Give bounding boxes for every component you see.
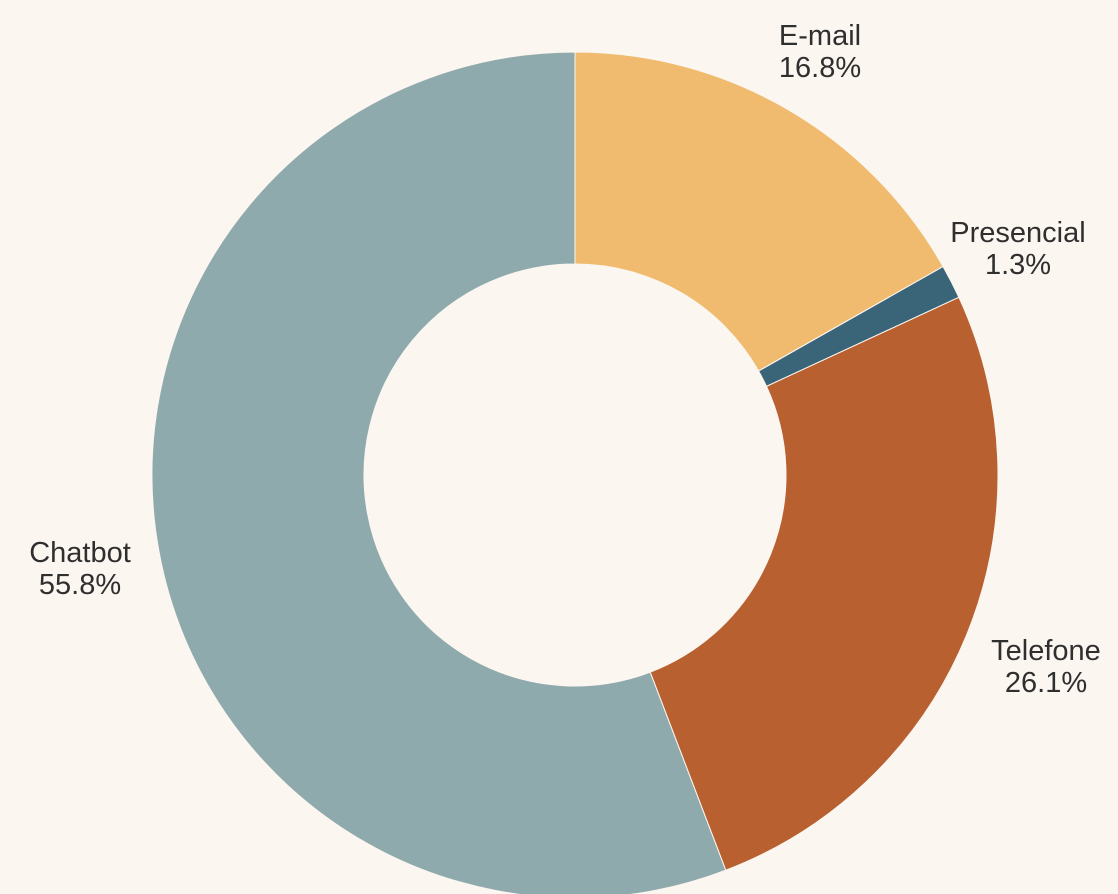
slice-value-telefone: 26.1% [1005, 667, 1087, 699]
slice-label-telefone: Telefone [991, 635, 1101, 667]
slice-label-chatbot: Chatbot [29, 537, 131, 569]
slice-label-e-mail: E-mail [779, 20, 861, 52]
slice-telefone [649, 296, 999, 871]
donut-slices [151, 51, 999, 894]
slice-chatbot [151, 51, 727, 894]
slice-value-presencial: 1.3% [985, 249, 1051, 281]
slice-label-presencial: Presencial [950, 217, 1085, 249]
slice-value-e-mail: 16.8% [779, 52, 861, 84]
slice-value-chatbot: 55.8% [39, 569, 121, 601]
slice-e-mail [574, 51, 944, 372]
